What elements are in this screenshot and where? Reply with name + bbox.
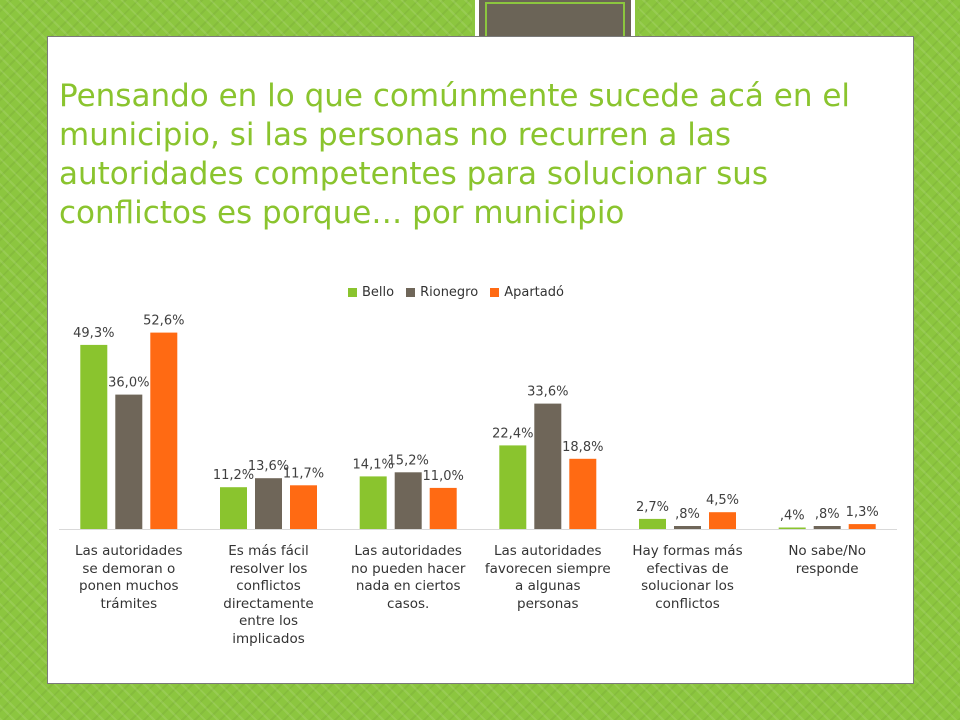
bar-apartad-5	[848, 524, 876, 529]
legend-item-rionegro: Rionegro	[406, 285, 478, 300]
legend-swatch-apartado	[490, 287, 500, 297]
bar-apartad-4	[709, 512, 736, 529]
data-label-bello-2: 14,1%	[353, 457, 394, 472]
legend-swatch-rionegro	[406, 287, 416, 297]
legend-item-bello: Bello	[348, 285, 394, 300]
legend-label-bello: Bello	[362, 284, 395, 300]
bar-apartad-1	[290, 485, 317, 529]
data-label-apartad-2: 11,0%	[423, 469, 464, 484]
data-label-rionegro-4: ,8%	[675, 507, 700, 522]
bar-rionegro-0	[115, 394, 143, 529]
category-label-0: Las autoridades se demoran o ponen mucho…	[75, 543, 183, 612]
category-label-5: No sabe/No responde	[788, 543, 867, 577]
bar-bello-1	[220, 487, 247, 529]
data-label-apartad-3: 18,8%	[562, 440, 603, 455]
bar-apartad-3	[569, 458, 597, 529]
data-label-apartad-5: 1,3%	[846, 505, 879, 520]
category-label-3: Las autoridades favorecen siempre a algu…	[484, 543, 611, 612]
data-label-bello-3: 22,4%	[492, 426, 533, 441]
slide-panel: Pensando en lo que comúnmente sucede acá…	[47, 36, 914, 684]
data-label-apartad-1: 11,7%	[283, 466, 324, 481]
bar-rionegro-4	[674, 526, 701, 529]
data-label-rionegro-1: 13,6%	[248, 459, 289, 474]
data-label-rionegro-0: 36,0%	[108, 376, 149, 391]
category-label-2: Las autoridades no pueden hacer nada en …	[351, 543, 466, 612]
bar-rionegro-2	[394, 472, 422, 529]
data-label-apartad-0: 52,6%	[143, 314, 184, 329]
bar-apartad-2	[429, 487, 457, 529]
bar-rionegro-5	[813, 526, 841, 529]
data-label-rionegro-2: 15,2%	[388, 453, 429, 468]
bar-bello-5	[778, 527, 806, 529]
bar-apartad-0	[150, 332, 178, 529]
data-label-bello-5: ,4%	[780, 509, 805, 524]
legend-swatch-bello	[348, 287, 357, 297]
legend-item-apartado: Apartadó	[490, 285, 564, 300]
bar-chart: 49,3% 36,0% 52,6% 11,2%13,6%11,7% 14,1%15,2%…	[59, 314, 897, 530]
chart-legend: Bello Rionegro Apartadó	[348, 285, 564, 300]
category-label-4: Hay formas más efectivas de solucionar l…	[632, 543, 743, 612]
data-label-bello-1: 11,2%	[213, 468, 254, 483]
legend-label-apartado: Apartadó	[504, 284, 564, 300]
data-label-apartad-4: 4,5%	[706, 493, 739, 508]
data-label-bello-4: 2,7%	[636, 500, 669, 515]
data-label-bello-0: 49,3%	[73, 326, 114, 341]
bar-bello-0	[80, 344, 108, 529]
bar-bello-3	[499, 445, 527, 529]
bar-rionegro-1	[255, 478, 282, 529]
bar-bello-4	[639, 518, 666, 529]
data-label-rionegro-3: 33,6%	[527, 385, 568, 400]
slide-title: Pensando en lo que comúnmente sucede acá…	[59, 78, 851, 231]
data-label-rionegro-5: ,8%	[815, 507, 840, 522]
legend-label-rionegro: Rionegro	[420, 284, 479, 300]
bar-bello-2	[359, 476, 387, 529]
bar-rionegro-3	[534, 403, 562, 529]
category-label-1: Es más fácil resolver los conflictos dir…	[223, 543, 314, 647]
